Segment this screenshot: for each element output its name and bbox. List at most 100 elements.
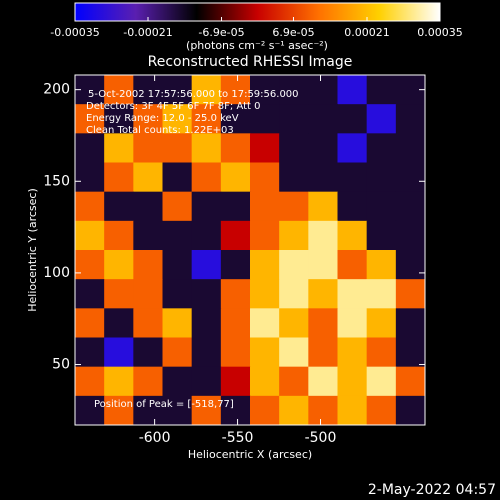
heat-cell (337, 75, 368, 105)
heat-cell (308, 279, 338, 309)
heat-cell (191, 337, 222, 368)
heat-cell (191, 75, 222, 105)
heat-cell (75, 133, 105, 163)
heat-cell (308, 133, 338, 163)
heat-cell (395, 395, 426, 426)
heat-cell (162, 250, 193, 280)
heat-cell (191, 395, 222, 426)
heat-cell (337, 250, 368, 280)
heat-cell (337, 191, 368, 222)
colorbar-tick-label: 6.9e-05 (272, 26, 314, 39)
heat-cell (220, 104, 251, 134)
annotation: Detectors: 3F 4F 5F 6F 7F 8F; Att 0 (86, 101, 261, 112)
y-tick-label: 150 (43, 173, 70, 189)
heat-cell (220, 279, 251, 309)
heat-cell (250, 191, 280, 222)
heat-cell (366, 366, 397, 397)
heat-cell (104, 250, 134, 280)
heat-cell (279, 308, 309, 338)
heat-cell (308, 308, 338, 338)
heat-cell (133, 191, 163, 222)
heat-cell (308, 220, 338, 251)
heat-cell (75, 162, 105, 193)
heat-cell (279, 395, 309, 426)
heat-cell (337, 337, 368, 368)
plot-frame (74, 74, 426, 426)
heat-cell (104, 308, 134, 338)
heat-cell (279, 279, 309, 309)
heat-cell (75, 220, 105, 251)
heat-cell (279, 133, 309, 163)
heat-cell (366, 308, 397, 338)
heat-cell (220, 220, 251, 251)
heat-cell (104, 395, 134, 426)
heat-cell (308, 75, 338, 105)
heat-cell (191, 250, 222, 280)
footer: 2-May-2022 04:57 (368, 482, 496, 498)
heat-cell (279, 220, 309, 251)
heat-cell (133, 395, 163, 426)
heat-cell (220, 191, 251, 222)
heat-cell (366, 133, 397, 163)
heat-cell (279, 337, 309, 368)
heat-cell (220, 162, 251, 193)
colorbar-tick-label: 0.00035 (417, 26, 463, 39)
heat-cell (279, 162, 309, 193)
heat-cell (250, 337, 280, 368)
heat-cell (191, 220, 222, 251)
heat-cell (337, 104, 368, 134)
heat-cell (279, 191, 309, 222)
heat-cell (250, 220, 280, 251)
heat-cell (220, 308, 251, 338)
colorbar-tick-label: -0.00021 (123, 26, 172, 39)
heat-cell (162, 279, 193, 309)
heat-cell (104, 220, 134, 251)
colorbar-tick-label: -0.00035 (50, 26, 99, 39)
heat-cell (250, 250, 280, 280)
heat-cell (395, 191, 426, 222)
heat-cell (75, 191, 105, 222)
colorbar-tick-label: 0.00021 (344, 26, 390, 39)
x-tick-label: -550 (222, 430, 254, 446)
heat-cell (104, 191, 134, 222)
heat-cell (75, 366, 105, 397)
heat-cell (366, 220, 397, 251)
heat-cell (191, 133, 222, 163)
heat-cell (75, 337, 105, 368)
heat-cell (279, 366, 309, 397)
peak-label: Position of Peak = [-518,77] (94, 399, 234, 410)
heat-cell (104, 366, 134, 397)
heat-cell (220, 250, 251, 280)
heat-cell (308, 191, 338, 222)
x-axis-label: Heliocentric X (arcsec) (188, 448, 312, 461)
heat-cell (133, 104, 163, 134)
heat-cell (308, 337, 338, 368)
heat-cell (162, 337, 193, 368)
heat-cell (191, 162, 222, 193)
heat-cell (279, 75, 309, 105)
heat-cell (75, 395, 105, 426)
heat-cell (162, 220, 193, 251)
heat-cell (395, 133, 426, 163)
heat-cell (366, 337, 397, 368)
heat-cell (133, 250, 163, 280)
colorbar-label: (photons cm⁻² s⁻¹ asec⁻²) (186, 39, 328, 52)
heat-cell (191, 279, 222, 309)
heat-cell (395, 104, 426, 134)
heat-cell (162, 308, 193, 338)
heat-cell (75, 104, 105, 134)
heat-cell (133, 220, 163, 251)
heat-cell (366, 104, 397, 134)
heat-cell (250, 162, 280, 193)
heat-cell (162, 366, 193, 397)
heat-cell (308, 104, 338, 134)
heat-cell (104, 104, 134, 134)
heat-cell (395, 366, 426, 397)
heat-cell (337, 308, 368, 338)
heat-cell (104, 75, 134, 105)
heat-cell (337, 395, 368, 426)
heat-cell (395, 337, 426, 368)
y-tick-label: 200 (43, 82, 70, 98)
heat-cell (75, 279, 105, 309)
